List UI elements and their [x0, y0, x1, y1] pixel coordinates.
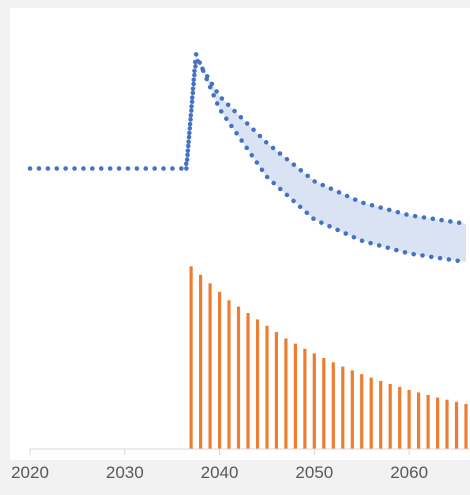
bar-2054: [350, 370, 354, 449]
dotted-line-series: [27, 52, 469, 265]
dotted-line-1: [27, 53, 469, 226]
bar-2048: [293, 343, 297, 449]
bar-2041: [227, 300, 231, 450]
x-tick-label-2040: 2040: [201, 463, 239, 482]
x-tick-label-2030: 2030: [106, 463, 144, 482]
bar-2042: [236, 306, 241, 449]
band-layer: [186, 53, 466, 262]
bar-2058: [388, 384, 392, 449]
bar-2049: [303, 348, 307, 449]
bar-series: [189, 266, 468, 450]
bar-2044: [255, 319, 260, 449]
bar-2039: [208, 283, 212, 450]
bar-2051: [322, 358, 326, 449]
bar-2064: [445, 399, 449, 449]
bar-2050: [312, 353, 316, 449]
bar-2046: [274, 332, 278, 449]
x-tick-label-2060: 2060: [390, 463, 428, 482]
bar-2047: [284, 338, 288, 449]
bar-2066: [464, 403, 468, 449]
x-axis: 2020 2030 2040 2050 2060: [11, 448, 470, 482]
bar-2062: [426, 395, 430, 449]
bar-2059: [398, 386, 402, 449]
bar-2055: [360, 374, 364, 449]
bar-2053: [341, 366, 345, 449]
bar-2063: [436, 397, 440, 449]
bar-2037: [189, 266, 193, 450]
x-tick-label-2050: 2050: [295, 463, 333, 482]
bar-2040: [218, 291, 222, 450]
bar-2056: [369, 377, 373, 449]
bar-2043: [246, 313, 250, 449]
uncertainty-band: [186, 53, 466, 262]
bar-2060: [407, 389, 411, 449]
bar-2057: [379, 381, 383, 449]
bar-2038: [199, 274, 203, 450]
x-tick-label-2020: 2020: [11, 463, 49, 482]
bar-2045: [265, 325, 269, 450]
bar-2061: [417, 392, 421, 449]
bar-2065: [454, 401, 459, 449]
bar-2052: [331, 362, 335, 449]
